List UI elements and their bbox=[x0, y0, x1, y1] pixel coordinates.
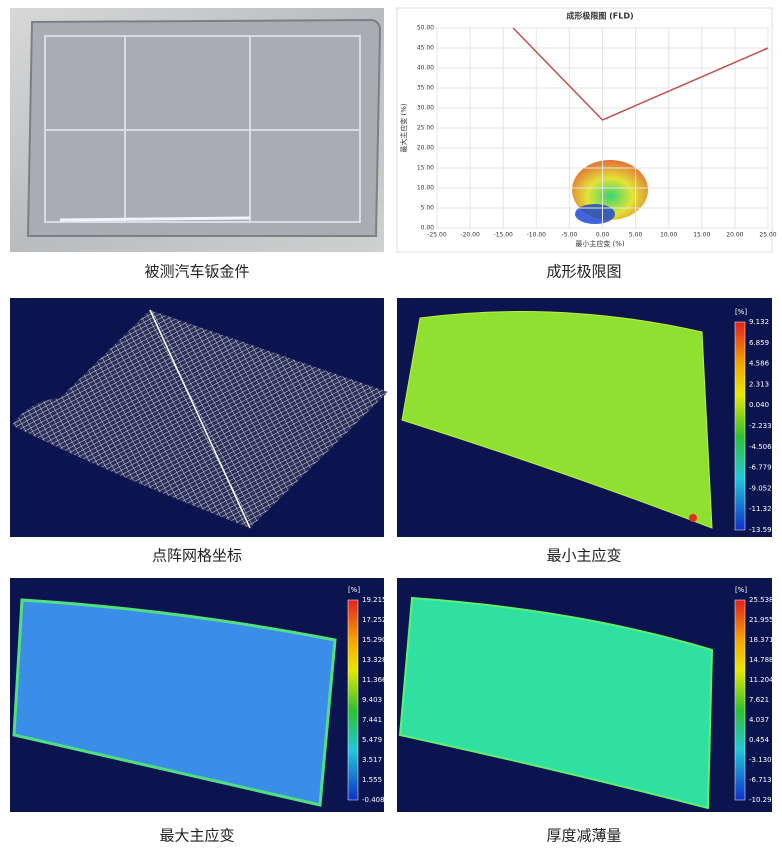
caption: 被测汽车钣金件 bbox=[144, 263, 249, 281]
fld-curve bbox=[512, 27, 769, 121]
photo-panel bbox=[10, 8, 384, 252]
x-axis-label: 最小主应变 (%) bbox=[575, 239, 625, 248]
colorbar-label: 1.555 bbox=[362, 776, 382, 784]
part-map bbox=[401, 311, 713, 529]
y-tick-label: 0.00 bbox=[421, 225, 435, 232]
x-tick-label: 10.00 bbox=[660, 232, 677, 239]
colorbar-label: 15.290 bbox=[362, 636, 387, 644]
colorbar-label: 6.859 bbox=[749, 339, 769, 347]
colorbar-unit: [%] bbox=[735, 586, 747, 594]
colorbar-label: 25.538 bbox=[749, 596, 774, 604]
chart-title: 成形极限图 (FLD) bbox=[566, 11, 633, 21]
x-tick-label: 15.00 bbox=[693, 232, 710, 239]
colorbar-label: -11.324 bbox=[749, 505, 777, 513]
colorbar-label: -13.597 bbox=[749, 526, 776, 534]
colorbar-label: 4.586 bbox=[749, 360, 770, 368]
sheet bbox=[26, 18, 382, 237]
x-tick-label: -15.00 bbox=[494, 232, 514, 239]
y-tick-label: 5.00 bbox=[421, 205, 435, 212]
caption: 最小主应变 bbox=[546, 547, 621, 565]
colorbar-label: 3.517 bbox=[362, 756, 382, 764]
colorbar-label: -10.297 bbox=[749, 796, 776, 804]
colorbar-label: 13.328 bbox=[362, 656, 387, 664]
colorbar-label: 5.479 bbox=[362, 736, 382, 744]
x-tick-label: -25.00 bbox=[427, 232, 447, 239]
x-tick-label: 0.00 bbox=[596, 232, 610, 239]
y-tick-label: 20.00 bbox=[417, 145, 434, 152]
colorbar bbox=[734, 599, 746, 801]
y-axis-label: 最大主应变 (%) bbox=[399, 103, 408, 153]
colorbar-label: -9.052 bbox=[749, 484, 772, 492]
colorbar-label: -6.713 bbox=[749, 776, 772, 784]
colorbar-label: 2.313 bbox=[749, 380, 769, 388]
y-tick-label: 40.00 bbox=[417, 65, 434, 72]
colorbar-label: 7.441 bbox=[362, 716, 382, 724]
strain-panel bbox=[397, 298, 772, 537]
y-tick-label: 15.00 bbox=[417, 165, 434, 172]
fld-panel: 成形极限图 (FLD) 最小主应变 (%) 最大主应变 (%) -25.00 -2… bbox=[396, 7, 777, 253]
y-tick-label: 50.00 bbox=[417, 25, 434, 32]
part-map bbox=[12, 598, 337, 807]
colorbar-label: 11.366 bbox=[362, 676, 387, 684]
x-tick-label: 5.00 bbox=[629, 232, 643, 239]
colorbar-label: 19.215 bbox=[362, 596, 387, 604]
y-tick-label: 25.00 bbox=[417, 125, 434, 132]
x-tick-label: -20.00 bbox=[460, 232, 480, 239]
colorbar-label: 17.252 bbox=[362, 616, 387, 624]
colorbar-unit: [%] bbox=[348, 586, 360, 594]
colorbar-unit: [%] bbox=[735, 308, 747, 316]
part-map bbox=[398, 596, 714, 810]
reflection bbox=[59, 216, 251, 222]
caption: 成形极限图 bbox=[546, 263, 621, 281]
colorbar-label: -3.130 bbox=[749, 756, 772, 764]
caption: 点阵网格坐标 bbox=[152, 547, 242, 565]
colorbar-label: -2.233 bbox=[749, 422, 772, 430]
colorbar-label: -0.408 bbox=[362, 796, 385, 804]
x-tick-label: -5.00 bbox=[562, 232, 578, 239]
x-tick-label: -10.00 bbox=[527, 232, 547, 239]
colorbar-label: 14.788 bbox=[749, 656, 774, 664]
strain-cloud-core bbox=[575, 204, 615, 224]
caption: 厚度减薄量 bbox=[546, 827, 621, 845]
strain-panel bbox=[10, 578, 384, 812]
caption: 最大主应变 bbox=[159, 827, 234, 845]
colorbar bbox=[734, 321, 746, 531]
colorbar-label: 11.204 bbox=[749, 676, 774, 684]
strain-panel bbox=[397, 578, 772, 812]
colorbar-label: 18.371 bbox=[749, 636, 774, 644]
mesh-panel bbox=[10, 298, 388, 537]
colorbar-label: -6.779 bbox=[749, 464, 772, 472]
colorbar-label: 0.454 bbox=[749, 736, 770, 744]
colorbar-label: 7.621 bbox=[749, 696, 769, 704]
x-tick-label: 25.00 bbox=[759, 232, 776, 239]
mesh-edge bbox=[149, 309, 251, 529]
colorbar-label: 21.955 bbox=[749, 616, 774, 624]
colorbar-label: 9.403 bbox=[362, 696, 382, 704]
x-tick-label: 20.00 bbox=[726, 232, 743, 239]
y-tick-label: 30.00 bbox=[417, 105, 434, 112]
colorbar-label: 0.040 bbox=[749, 401, 769, 409]
sheet-ribs bbox=[44, 35, 361, 223]
y-tick-label: 35.00 bbox=[417, 85, 434, 92]
colorbar-label: 4.037 bbox=[749, 716, 769, 724]
y-tick-label: 45.00 bbox=[417, 45, 434, 52]
y-tick-label: 10.00 bbox=[417, 185, 434, 192]
colorbar bbox=[347, 599, 359, 801]
colorbar-label: -4.506 bbox=[749, 443, 772, 451]
colorbar-label: 9.132 bbox=[749, 318, 769, 326]
hot-spot bbox=[689, 514, 697, 522]
